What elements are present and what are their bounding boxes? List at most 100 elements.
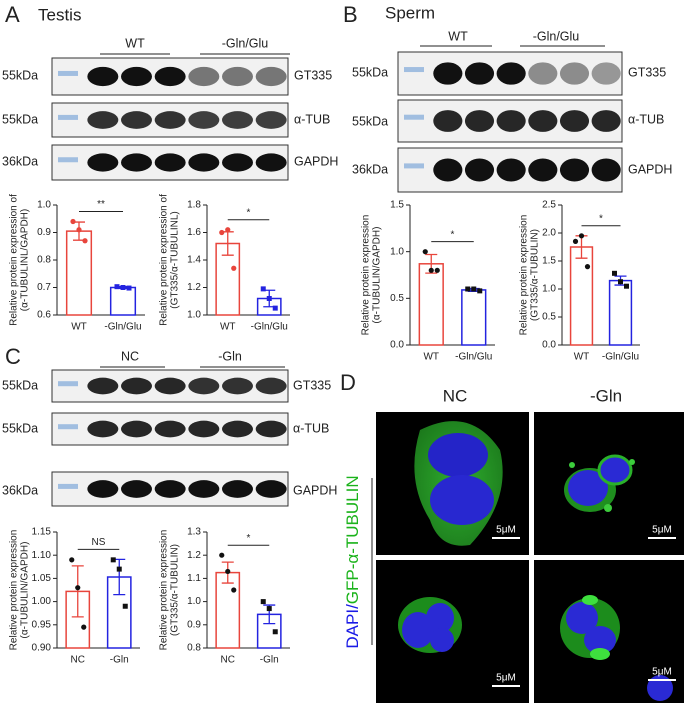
data-point <box>114 284 120 290</box>
significance-label: * <box>247 207 251 218</box>
group-label: -Gln/Glu <box>533 29 580 43</box>
band <box>222 377 253 395</box>
y-axis-label: Relative protein expression of <box>159 194 170 326</box>
group-label: -Gln/Glu <box>222 36 269 50</box>
band <box>528 110 558 132</box>
micrograph: 5μM <box>376 560 529 703</box>
y-tick-label: 1.4 <box>187 255 201 266</box>
y-tick-label: 1.0 <box>390 246 404 257</box>
y-tick-label: 1.2 <box>187 550 201 561</box>
data-point <box>219 229 225 236</box>
band <box>496 110 526 132</box>
y-axis-label: (GT335/α-TUBULIN) <box>170 544 181 636</box>
data-point <box>70 218 76 225</box>
y-tick-label: 1.0 <box>187 310 201 321</box>
band <box>188 377 220 395</box>
band <box>87 66 119 87</box>
blot <box>397 99 623 143</box>
y-tick-label: 0.6 <box>37 310 51 321</box>
marker-lane <box>58 157 78 163</box>
panel-title: Sperm <box>385 3 435 22</box>
band <box>255 420 287 438</box>
scale-label: 5μM <box>496 525 516 536</box>
stain-label: DAPI/GFP-α-TUBULIN <box>343 475 362 648</box>
data-point <box>584 264 591 270</box>
protein-label: α-TUB <box>294 112 330 126</box>
marker-label: 36kDa <box>2 154 38 168</box>
band <box>464 158 495 182</box>
y-tick-label: 1.00 <box>32 596 52 607</box>
panel-letter: D <box>340 370 356 395</box>
band <box>121 480 152 498</box>
blot <box>51 471 289 507</box>
marker-lane <box>404 67 424 73</box>
y-axis-label: Relative protein expression <box>519 215 530 336</box>
protein-label: GT335 <box>294 68 332 82</box>
column-label: -Gln <box>590 386 622 405</box>
blot <box>397 147 623 193</box>
protein-label: α-TUB <box>293 421 329 435</box>
band <box>121 420 152 438</box>
significance-label: * <box>247 533 251 544</box>
blot <box>397 51 623 96</box>
marker-label: 55kDa <box>2 68 38 82</box>
band <box>188 420 220 438</box>
marker-label: 36kDa <box>352 162 388 176</box>
panel-letter: A <box>5 2 20 27</box>
data-point <box>75 585 81 591</box>
x-tick-label: NC <box>71 655 85 666</box>
y-tick-label: 0.5 <box>390 293 404 304</box>
bar <box>461 289 487 346</box>
y-tick-label: 2.0 <box>542 228 556 239</box>
y-tick-label: 0.9 <box>37 227 51 238</box>
data-point <box>231 587 237 593</box>
data-point <box>225 227 231 233</box>
band <box>87 153 119 172</box>
marker-label: 55kDa <box>2 378 38 392</box>
panel-title: Testis <box>38 5 81 24</box>
significance-label: NS <box>92 537 106 548</box>
panel-letter: C <box>5 344 21 369</box>
y-axis-label: Relative protein expression of <box>9 194 20 326</box>
band <box>255 66 287 87</box>
y-axis-label: (α-TUBULIN/GAPDH) <box>20 542 31 639</box>
x-tick-label: WT <box>423 352 439 363</box>
data-point <box>120 285 126 290</box>
x-tick-label: -Gln/Glu <box>251 322 288 333</box>
blot <box>51 144 289 181</box>
y-tick-label: 0.8 <box>37 255 51 266</box>
column-label: NC <box>443 386 468 405</box>
band <box>121 377 152 395</box>
y-axis-label: (GT335/α-TUBULINL) <box>170 211 181 308</box>
data-point <box>612 270 617 276</box>
data-point <box>76 227 82 233</box>
band <box>222 420 253 438</box>
protein-label: GAPDH <box>628 162 672 176</box>
band <box>559 62 590 85</box>
y-tick-label: 0.7 <box>37 282 51 293</box>
bar <box>215 571 241 649</box>
marker-label: 55kDa <box>2 421 38 435</box>
data-point <box>110 557 116 563</box>
scale-label: 5μM <box>652 525 672 536</box>
blot <box>51 102 289 138</box>
marker-lane <box>58 424 78 430</box>
stain-gfp: GFP-α-TUBULIN <box>343 475 362 604</box>
data-point <box>82 238 88 244</box>
band <box>222 480 253 498</box>
data-point <box>219 552 225 558</box>
band <box>188 153 220 172</box>
protein-label: GT335 <box>293 378 331 392</box>
significance-label: ** <box>97 199 105 210</box>
micrograph: 5μM <box>534 412 684 555</box>
error-bar <box>71 565 84 618</box>
band <box>121 153 152 172</box>
data-point <box>116 566 122 572</box>
data-point <box>260 286 266 292</box>
y-tick-label: 0.95 <box>32 619 52 630</box>
data-point <box>618 279 623 285</box>
marker-lane <box>404 114 424 120</box>
protein-label: GT335 <box>628 65 666 79</box>
scale-label: 5μM <box>496 673 516 684</box>
band <box>222 153 253 172</box>
